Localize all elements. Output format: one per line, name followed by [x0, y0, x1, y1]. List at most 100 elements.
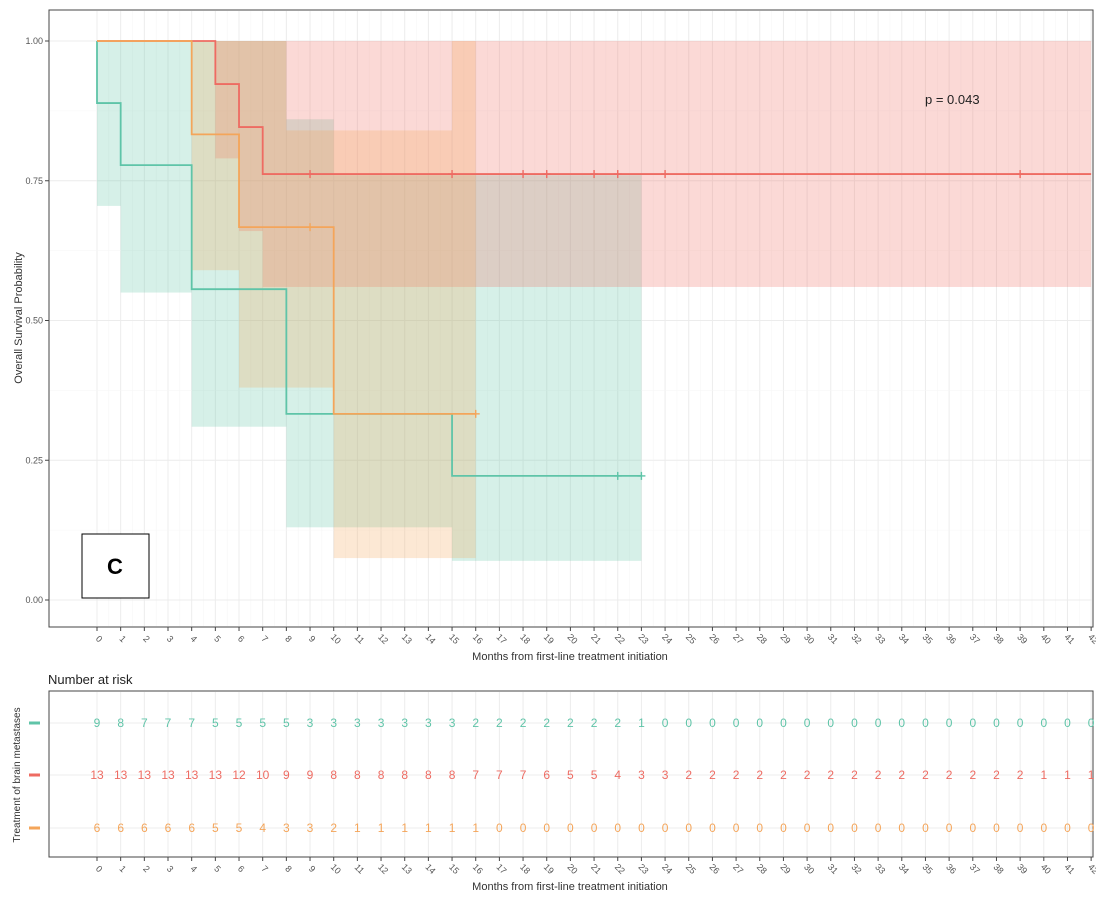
- risk-number: 0: [993, 716, 1000, 730]
- risk-number: 0: [946, 716, 953, 730]
- x-tick-label: 35: [920, 632, 934, 646]
- risk-x-tick-label: 26: [707, 862, 721, 876]
- x-tick-label: 17: [494, 632, 508, 646]
- risk-number: 7: [472, 768, 479, 782]
- risk-number: 2: [851, 768, 858, 782]
- survival-curves: [96, 40, 1092, 477]
- risk-number: 0: [567, 821, 574, 835]
- x-tick-label: 16: [471, 632, 485, 646]
- risk-number: 0: [898, 821, 905, 835]
- risk-number: 12: [232, 768, 246, 782]
- risk-number: 0: [780, 821, 787, 835]
- risk-x-tick-label: 36: [944, 862, 958, 876]
- x-axis-title: Months from first-line treatment initiat…: [472, 651, 668, 663]
- risk-number: 2: [685, 768, 692, 782]
- risk-number: 2: [472, 716, 479, 730]
- risk-x-tick-label: 41: [1063, 862, 1077, 876]
- risk-number: 8: [449, 768, 456, 782]
- risk-number: 0: [709, 716, 716, 730]
- x-tick-label: 21: [589, 632, 603, 646]
- risk-x-tick-label: 35: [920, 862, 934, 876]
- risk-x-tick-label: 30: [802, 862, 816, 876]
- x-tick-label: 20: [565, 632, 579, 646]
- risk-x-tick-label: 12: [376, 862, 390, 876]
- risk-number: 5: [591, 768, 598, 782]
- risk-x-tick-label: 9: [307, 864, 318, 875]
- confidence-bands: [97, 41, 1092, 561]
- risk-number: 6: [141, 821, 148, 835]
- risk-number: 1: [425, 821, 432, 835]
- x-tick-label: 19: [542, 632, 556, 646]
- risk-number: 0: [993, 821, 1000, 835]
- x-tick-label: 40: [1039, 632, 1053, 646]
- risk-number: 2: [756, 768, 763, 782]
- risk-number: 0: [756, 821, 763, 835]
- risk-number: 3: [638, 768, 645, 782]
- plot-frame: [48, 9, 1094, 628]
- x-tick-label: 36: [944, 632, 958, 646]
- risk-number: 4: [259, 821, 266, 835]
- risk-number: 0: [804, 821, 811, 835]
- risk-number: 3: [307, 821, 314, 835]
- risk-x-tick-label: 17: [494, 862, 508, 876]
- risk-number: 0: [709, 821, 716, 835]
- risk-number: 2: [709, 768, 716, 782]
- risk-number: 1: [401, 821, 408, 835]
- y-tick-label: 0.00: [25, 595, 43, 605]
- risk-x-tick-label: 39: [1015, 862, 1029, 876]
- x-tick-label: 24: [660, 632, 674, 646]
- risk-number: 13: [90, 768, 104, 782]
- x-tick-label: 9: [307, 634, 318, 645]
- y-tick-label: 0.25: [25, 455, 43, 465]
- risk-x-tick-label: 1: [117, 864, 128, 875]
- risk-number: 7: [141, 716, 148, 730]
- risk-number: 0: [851, 716, 858, 730]
- risk-x-tick-label: 2: [141, 864, 152, 875]
- risk-x-tick-label: 11: [353, 862, 367, 876]
- risk-number: 0: [543, 821, 550, 835]
- risk-number: 3: [378, 716, 385, 730]
- ci-band-segment: [97, 41, 121, 206]
- risk-number: 4: [614, 768, 621, 782]
- risk-x-tick-label: 22: [613, 862, 627, 876]
- x-tick-label: 15: [447, 632, 461, 646]
- censor-marks: [306, 170, 1025, 480]
- risk-x-tick-label: 8: [283, 864, 294, 875]
- panel-label: C: [107, 554, 123, 579]
- risk-number: 0: [1064, 821, 1071, 835]
- risk-number: 2: [543, 716, 550, 730]
- x-tick-label: 18: [518, 632, 532, 646]
- risk-x-tick-label: 4: [188, 864, 199, 875]
- risk-number: 0: [662, 821, 669, 835]
- risk-number: 0: [875, 821, 882, 835]
- risk-number: 2: [733, 768, 740, 782]
- x-tick-label: 23: [636, 632, 650, 646]
- risk-number: 0: [733, 716, 740, 730]
- risk-table-frame: [48, 690, 1094, 858]
- x-tick-label: 26: [707, 632, 721, 646]
- risk-number: 1: [378, 821, 385, 835]
- x-tick-label: 6: [236, 634, 247, 645]
- risk-number: 3: [401, 716, 408, 730]
- risk-number: 2: [875, 768, 882, 782]
- risk-number: 0: [1088, 716, 1095, 730]
- risk-number: 7: [165, 716, 172, 730]
- risk-number: 2: [520, 716, 527, 730]
- risk-number: 0: [969, 821, 976, 835]
- x-tick-label: 8: [283, 634, 294, 645]
- risk-x-tick-label: 5: [212, 864, 223, 875]
- risk-number: 9: [94, 716, 101, 730]
- risk-grid: [50, 692, 1092, 856]
- risk-x-tick-label: 38: [992, 862, 1006, 876]
- risk-x-tick-label: 3: [165, 864, 176, 875]
- risk-number: 0: [685, 821, 692, 835]
- ci-band-segment: [215, 41, 240, 159]
- risk-number: 0: [733, 821, 740, 835]
- ci-band-segment: [239, 41, 287, 388]
- risk-number: 8: [117, 716, 124, 730]
- risk-number: 2: [330, 821, 337, 835]
- x-tick-label: 3: [165, 634, 176, 645]
